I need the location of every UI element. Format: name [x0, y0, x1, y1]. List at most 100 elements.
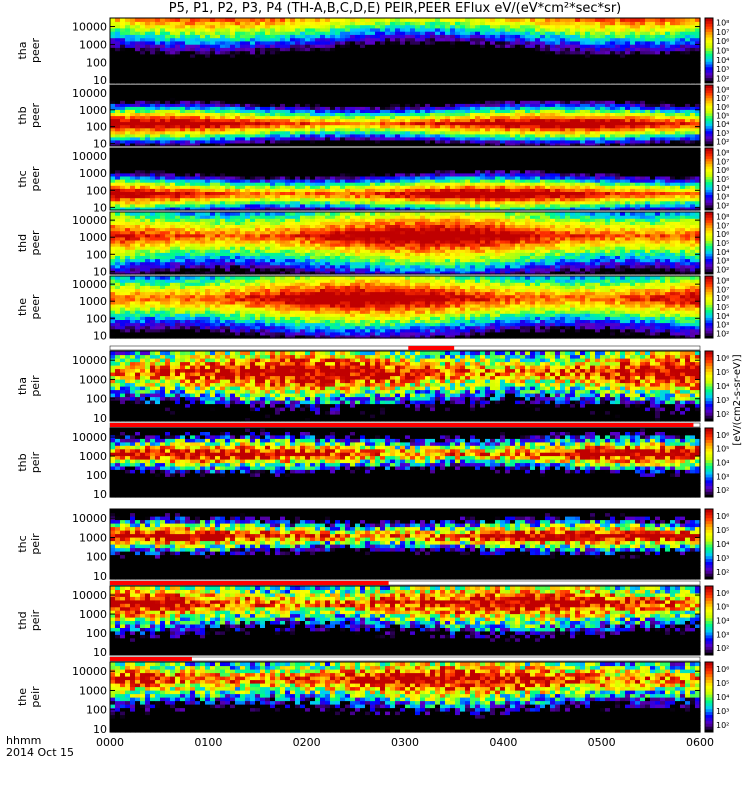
colorbar-tick-label: 10⁵: [716, 679, 729, 688]
colorbar-frame: [704, 211, 714, 275]
colorbar-thb_i: [705, 428, 713, 498]
y-tick-label: 100: [86, 184, 107, 197]
colorbar-tick-label: 10³: [716, 707, 729, 716]
colorbar-tick-label: 10³: [716, 396, 729, 405]
mode-bar-background: [109, 345, 701, 351]
panel-frame-thd_i: [109, 585, 701, 656]
colorbar-tick-label: 10⁵: [716, 303, 729, 312]
panel-frame-thb_i: [109, 427, 701, 498]
colorbar-tick-label: 10³: [716, 65, 729, 74]
y-tick-label: 10: [93, 201, 107, 214]
spectrogram-panel-tha: [110, 18, 701, 84]
colorbar-tick-label: 10⁶: [716, 512, 729, 521]
colorbar-tick-label: 10⁷: [716, 94, 729, 103]
panel-frame-tha_i: [109, 350, 701, 422]
colorbar-thd: [705, 212, 713, 275]
colorbar-tick-label: 10⁶: [716, 589, 729, 598]
panel-label-product: peer: [29, 103, 42, 129]
y-tick-label: 1000: [79, 38, 107, 51]
y-tick-label: 10000: [72, 512, 107, 525]
panel-label-probe: thd: [16, 611, 29, 629]
colorbar-unit-label: [eV/(cm2-s-sr-eV)]: [732, 354, 743, 445]
colorbar-the_i: [705, 662, 713, 733]
y-tick-label: 10: [93, 723, 107, 736]
panel-label-probe: thd: [16, 234, 29, 252]
spectrogram-panel-thd: [110, 212, 701, 275]
x-tick-label: 0400: [489, 736, 517, 749]
colorbar-tick-label: 10⁴: [716, 540, 729, 549]
colorbar-tick-label: 10⁵: [716, 47, 729, 56]
y-tick-label: 10: [93, 137, 107, 150]
panel-label-product: peer: [29, 230, 42, 256]
spectrogram-panel-tha_i: [110, 351, 701, 422]
spectrogram-panel-thc: [110, 148, 701, 211]
panel-label-probe: thb: [16, 106, 29, 124]
colorbar-tick-label: 10⁷: [716, 157, 729, 166]
colorbar-tick-label: 10²: [716, 138, 729, 147]
colorbar-tick-label: 10⁴: [716, 617, 729, 626]
y-tick-label: 10: [93, 265, 107, 278]
mode-bar-tha_i: [408, 346, 455, 350]
chart-title: P5, P1, P2, P3, P4 (TH-A,B,C,D,E) PEIR,P…: [90, 1, 700, 16]
panel-frame-the: [109, 275, 701, 339]
colorbar-tick-label: 10⁵: [716, 445, 729, 454]
panel-label-probe: thb: [16, 453, 29, 471]
panel-frame-thd: [109, 211, 701, 275]
colorbar-tick-label: 10⁵: [716, 368, 729, 377]
colorbar-tick-label: 10⁵: [716, 112, 729, 121]
y-tick-label: 10000: [72, 21, 107, 34]
colorbar-tick-label: 10³: [716, 129, 729, 138]
panel-label-product: peir: [29, 451, 42, 473]
spectrogram-panel-the_i: [110, 662, 701, 733]
y-tick-label: 10000: [72, 87, 107, 100]
colorbar-thb: [705, 85, 713, 147]
y-tick-label: 1000: [79, 684, 107, 697]
colorbar-tick-label: 10²: [716, 568, 729, 577]
colorbar-frame: [704, 147, 714, 211]
y-tick-label: 100: [86, 248, 107, 261]
mode-bar-thb_i: [110, 423, 694, 427]
y-tick-label: 10000: [72, 214, 107, 227]
x-tick-label: 0600: [686, 736, 714, 749]
colorbar-tick-label: 10⁸: [716, 276, 729, 285]
colorbar-tick-label: 10³: [716, 193, 729, 202]
colorbar-frame: [704, 585, 714, 656]
colorbar-tick-label: 10⁴: [716, 312, 729, 321]
colorbar-tick-label: 10²: [716, 330, 729, 339]
y-tick-label: 1000: [79, 104, 107, 117]
date-label: 2014 Oct 15: [6, 746, 74, 759]
colorbar-tick-label: 10²: [716, 486, 729, 495]
y-tick-label: 1000: [79, 373, 107, 386]
colorbar-frame: [704, 350, 714, 422]
colorbar-tick-label: 10⁶: [716, 665, 729, 674]
panel-frame-thc_i: [109, 508, 701, 580]
spectrogram-panel-thb: [110, 85, 701, 147]
colorbar-tick-label: 10⁵: [716, 175, 729, 184]
panel-label-product: peer: [29, 166, 42, 192]
panel-label-product: peir: [29, 533, 42, 555]
colorbar-tick-label: 10⁸: [716, 19, 729, 28]
panel-label-probe: thc: [16, 535, 29, 552]
colorbar-frame: [704, 508, 714, 580]
mode-bar-thd_i: [110, 581, 389, 585]
colorbar-tick-label: 10³: [716, 257, 729, 266]
colorbar-tick-label: 10⁷: [716, 285, 729, 294]
title-text: P5, P1, P2, P3, P4 (TH-A,B,C,D,E) PEIR,P…: [169, 1, 622, 16]
spectrogram-panel-thd_i: [110, 586, 701, 656]
y-tick-label: 100: [86, 469, 107, 482]
colorbar-tick-label: 10⁸: [716, 85, 729, 94]
x-tick-label: 0300: [391, 736, 419, 749]
colorbar-tick-label: 10²: [716, 266, 729, 275]
colorbar-tick-label: 10⁶: [716, 166, 729, 175]
y-tick-label: 10: [93, 570, 107, 583]
x-tick-label: 0200: [293, 736, 321, 749]
spectrogram-panel-the: [110, 276, 701, 339]
colorbar-frame: [704, 17, 714, 84]
colorbar-tick-label: 10⁵: [716, 603, 729, 612]
panel-label-probe: the: [16, 688, 29, 706]
colorbar-tick-label: 10²: [716, 410, 729, 419]
y-tick-label: 10: [93, 74, 107, 87]
y-tick-label: 1000: [79, 167, 107, 180]
panel-label-product: peir: [29, 375, 42, 397]
